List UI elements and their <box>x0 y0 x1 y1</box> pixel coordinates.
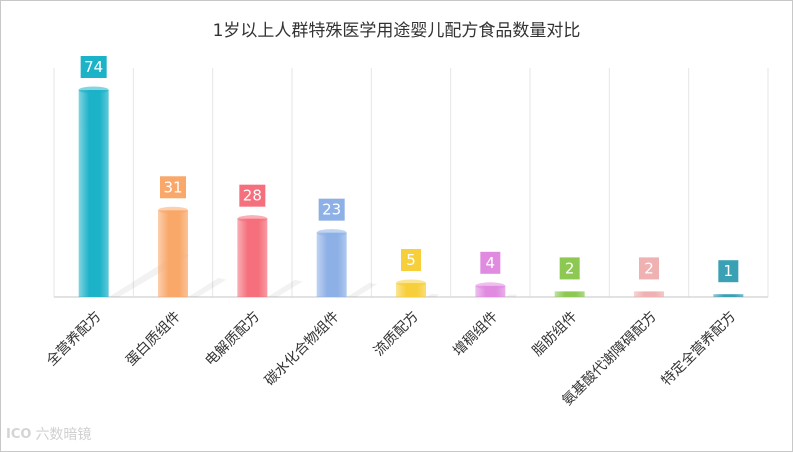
data-label-box <box>639 257 659 280</box>
bar-shadow <box>267 279 303 297</box>
bar-cap <box>316 229 347 237</box>
watermark: ICO 六数暗镜 <box>6 424 91 444</box>
bar <box>316 232 347 297</box>
data-label-box <box>239 184 266 207</box>
bar <box>78 90 109 297</box>
watermark-logo: ICO <box>6 426 32 442</box>
data-label-box <box>318 198 345 221</box>
x-tick-label: 碳水化合物组件 <box>262 309 343 390</box>
x-tick-label: 全营养配方 <box>43 308 105 370</box>
bar-shadow <box>188 277 227 297</box>
x-tick-label: 脂肪组件 <box>530 309 581 360</box>
x-tick-label: 增稠组件 <box>450 309 501 360</box>
bar <box>396 283 426 297</box>
data-label-box <box>401 249 421 272</box>
watermark-text: 六数暗镜 <box>35 427 92 443</box>
data-label-box <box>559 257 580 280</box>
bar-shadow <box>346 282 378 297</box>
bar <box>634 291 664 297</box>
chart-title: 1岁以上人群特殊医学用途婴儿配方食品数量对比 <box>212 21 581 41</box>
data-label: 28 <box>243 187 262 205</box>
data-label: 5 <box>406 251 416 269</box>
bar <box>158 210 188 297</box>
data-label-box <box>160 176 186 199</box>
bar-cap <box>158 206 188 214</box>
bar <box>713 294 744 297</box>
data-label: 2 <box>565 259 575 277</box>
bar-shadow <box>426 293 439 297</box>
x-tick-label: 特定全营养配方 <box>658 308 739 389</box>
data-label: 2 <box>644 259 654 277</box>
bar-cap <box>475 282 506 290</box>
data-label: 74 <box>84 58 103 76</box>
bar <box>237 218 268 297</box>
data-label: 31 <box>163 178 182 196</box>
data-label-box <box>80 56 107 78</box>
x-tick-label: 蛋白质组件 <box>123 309 184 370</box>
bar-cap <box>237 215 268 223</box>
data-label-box <box>480 251 501 274</box>
data-label: 4 <box>486 254 496 272</box>
bar <box>554 291 585 297</box>
bar-cap <box>396 279 426 287</box>
bar-cap <box>78 86 109 94</box>
data-label-box <box>718 260 739 283</box>
bar <box>475 285 506 297</box>
data-label: 1 <box>724 262 734 280</box>
x-tick-label: 电解质配方 <box>202 309 263 370</box>
data-label: 23 <box>322 201 341 219</box>
bar-shadow <box>505 294 518 297</box>
x-tick-label: 流质配方 <box>371 309 422 360</box>
